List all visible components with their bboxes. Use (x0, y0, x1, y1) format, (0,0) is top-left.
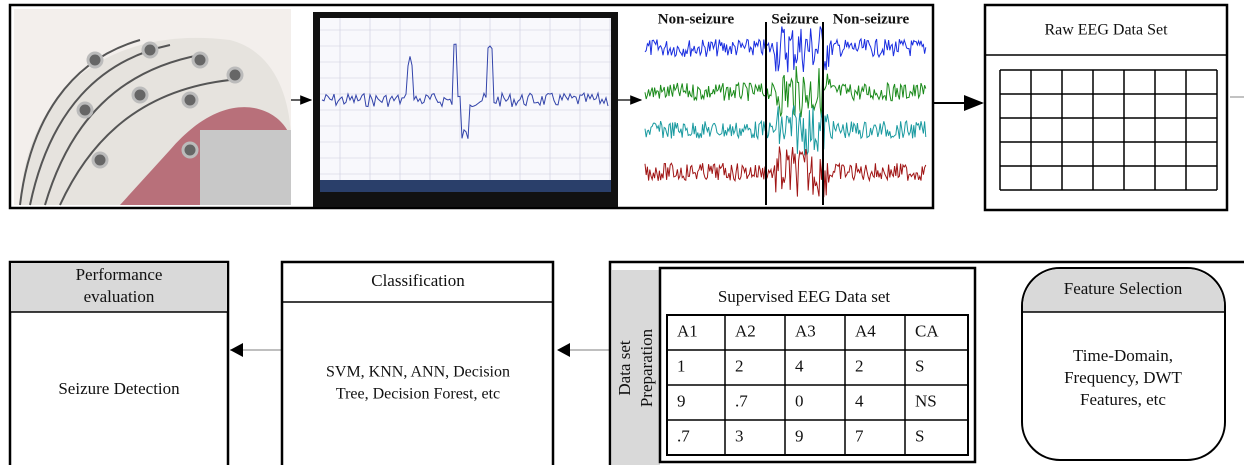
box-body: Time-Domain, (1073, 346, 1173, 365)
table-cell: 9 (795, 426, 804, 445)
table-lines (667, 315, 968, 455)
box-body: Tree, Decision Forest, etc (336, 386, 500, 403)
waveform (644, 105, 927, 156)
raw-data-grid (999, 69, 1218, 191)
box-body: Seizure Detection (58, 379, 180, 398)
table-cell: 1 (677, 356, 686, 375)
table-cell: 2 (855, 356, 864, 375)
table-cell: S (915, 356, 924, 375)
waveform (644, 146, 927, 198)
table-cell: .7 (677, 426, 690, 445)
eeg-cap-photo (14, 9, 291, 206)
box-title: Classification (371, 271, 465, 290)
table-cell: 4 (795, 356, 804, 375)
wave-label: Seizure (771, 11, 819, 27)
input-frame (8, 3, 935, 210)
waveform (644, 26, 927, 73)
eeg-waveforms (644, 26, 927, 198)
table-cell: 3 (735, 426, 744, 445)
wave-label: Non-seizure (833, 11, 910, 27)
box-title: evaluation (84, 287, 155, 306)
table-cell: NS (915, 391, 937, 410)
side-strip (612, 270, 660, 465)
table-cell: A4 (855, 321, 876, 340)
supervised-box (658, 266, 977, 464)
header-fill (11, 263, 227, 312)
side-label-line: Preparation (637, 328, 656, 407)
side-label-line: Data set (615, 340, 634, 396)
box-title: Raw EEG Data Set (1044, 22, 1168, 39)
feature-box (1021, 267, 1226, 461)
classification-box (280, 260, 555, 465)
table-cell: 2 (735, 356, 744, 375)
table-cell: .7 (735, 391, 748, 410)
wave-label: Non-seizure (658, 11, 735, 27)
waveform (644, 66, 927, 118)
table-cell: 0 (795, 391, 804, 410)
box-title: Supervised EEG Data set (718, 287, 891, 306)
table-cell: 7 (855, 426, 864, 445)
table-cell: 4 (855, 391, 864, 410)
table-cell: S (915, 426, 924, 445)
table-cell: A2 (735, 321, 756, 340)
table-cell: A3 (795, 321, 816, 340)
table-cell: CA (915, 321, 939, 340)
box-title: Performance (76, 265, 163, 284)
box-body: SVM, KNN, ANN, Decision (326, 364, 510, 381)
eeg-monitor (313, 12, 618, 207)
table-cell: A1 (677, 321, 698, 340)
side-label: Data set Preparation (615, 328, 656, 407)
header-fill (1023, 269, 1224, 312)
table-cell: 9 (677, 391, 686, 410)
box-body: Frequency, DWT (1064, 368, 1182, 387)
box-body: Features, etc (1080, 390, 1166, 409)
box-title: Feature Selection (1064, 279, 1183, 298)
